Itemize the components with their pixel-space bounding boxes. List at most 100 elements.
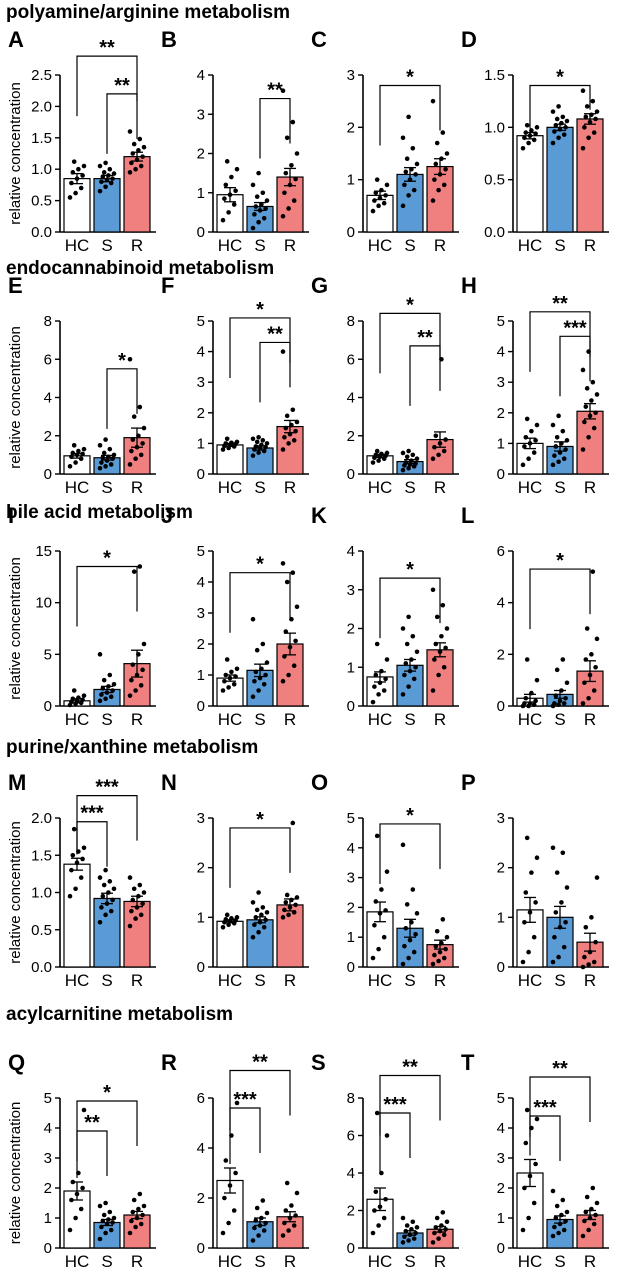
y-tick-label: 2: [197, 636, 205, 653]
data-point: [531, 1200, 537, 1206]
data-point: [106, 1217, 111, 1222]
data-point: [104, 690, 110, 695]
x-tick-label: R: [131, 710, 143, 729]
data-point: [70, 852, 76, 858]
data-point: [137, 1191, 143, 1197]
y-tick-label: 2.0: [31, 810, 52, 827]
data-point: [97, 920, 103, 925]
data-point: [253, 204, 259, 209]
panel-letter: Q: [8, 1050, 25, 1075]
y-tick-label: 5: [197, 543, 205, 560]
data-point: [439, 156, 444, 162]
y-tick-label: 3: [497, 1150, 505, 1167]
y-tick-label: 4: [44, 390, 52, 407]
data-point: [550, 462, 556, 468]
data-point: [280, 1233, 286, 1238]
data-point: [437, 441, 443, 446]
data-point: [220, 217, 226, 223]
panel-letter: D: [461, 27, 477, 52]
data-point: [384, 182, 390, 188]
data-point: [531, 450, 537, 455]
data-point: [76, 166, 81, 172]
data-point: [434, 1215, 440, 1221]
data-point: [410, 887, 416, 892]
data-point: [379, 451, 384, 457]
data-point: [108, 908, 114, 914]
data-point: [226, 685, 231, 690]
data-point: [97, 443, 103, 448]
significance-bracket: [409, 345, 441, 406]
data-point: [443, 1226, 448, 1232]
data-point: [220, 688, 226, 693]
significance-label: *: [406, 66, 414, 88]
data-point: [591, 130, 597, 135]
data-point: [414, 1225, 420, 1230]
data-point: [593, 939, 598, 945]
x-tick-label: R: [584, 478, 596, 497]
panel-letter: O: [311, 770, 328, 795]
data-point: [259, 666, 264, 672]
data-point: [414, 456, 420, 462]
data-point: [520, 1227, 526, 1233]
data-point: [406, 193, 411, 198]
data-point: [534, 677, 540, 683]
data-point: [293, 902, 298, 908]
data-point: [430, 198, 436, 203]
data-point: [287, 1215, 293, 1221]
data-point: [383, 1196, 388, 1202]
data-point: [140, 1212, 145, 1218]
data-point: [531, 934, 537, 940]
data-point: [374, 448, 380, 454]
data-point: [250, 616, 256, 622]
x-tick-label: HC: [218, 971, 243, 990]
panel-letter: H: [461, 273, 477, 298]
data-point: [550, 845, 556, 851]
data-point: [254, 439, 260, 445]
data-point: [127, 693, 133, 698]
data-point: [411, 676, 417, 682]
y-tick-label: 4: [197, 67, 205, 84]
data-point: [376, 1223, 381, 1228]
y-tick-label: 3: [197, 374, 205, 391]
data-point: [374, 1110, 380, 1116]
data-point: [557, 924, 563, 930]
data-point: [261, 215, 267, 221]
data-point: [384, 657, 390, 662]
data-point: [127, 462, 133, 467]
data-point: [71, 688, 77, 693]
data-point: [257, 920, 263, 925]
data-point: [134, 444, 140, 450]
data-point: [286, 672, 291, 678]
x-tick-label: R: [584, 710, 596, 729]
data-point: [524, 1107, 530, 1113]
data-point: [443, 166, 448, 172]
data-point: [263, 1220, 268, 1226]
data-point: [100, 455, 106, 461]
bar: [396, 173, 424, 233]
bar: [246, 919, 274, 968]
data-point: [411, 1236, 417, 1241]
data-point: [76, 695, 81, 701]
data-point: [406, 955, 411, 961]
bar: [63, 863, 91, 968]
data-point: [136, 148, 141, 153]
data-point: [550, 1188, 556, 1194]
data-point: [400, 135, 406, 141]
data-point: [589, 1206, 594, 1212]
data-point: [400, 692, 406, 697]
data-point: [444, 934, 450, 940]
x-tick-label: S: [554, 971, 565, 990]
significance-label: **: [417, 327, 433, 349]
y-tick-label: 1: [347, 172, 355, 189]
data-point: [78, 875, 84, 880]
data-point: [250, 900, 256, 905]
data-point: [103, 1200, 108, 1206]
data-point: [583, 1209, 589, 1215]
data-point: [250, 694, 256, 699]
data-point: [70, 170, 76, 175]
data-point: [254, 194, 260, 199]
y-tick-label: 0: [347, 224, 355, 241]
data-point: [223, 182, 229, 188]
y-tick-label: 1.0: [484, 119, 505, 136]
data-point: [550, 140, 556, 146]
